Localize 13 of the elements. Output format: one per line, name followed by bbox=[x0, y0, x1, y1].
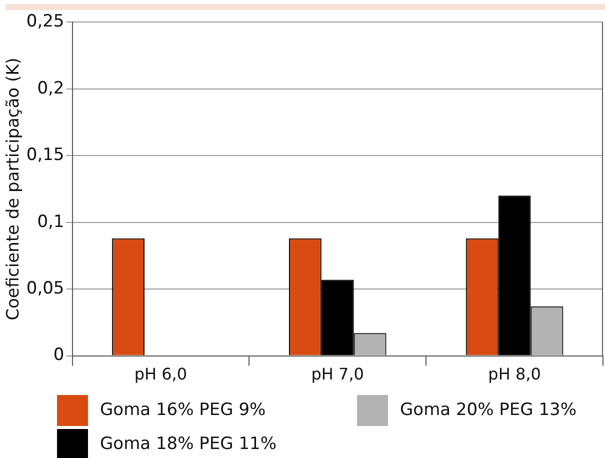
y-tick-label: 0,15 bbox=[26, 145, 64, 166]
y-axis-title: Coeficiente de participação (K) bbox=[4, 58, 24, 320]
legend-label: Goma 20% PEG 13% bbox=[400, 400, 576, 420]
y-tick-label: 0,1 bbox=[37, 212, 64, 232]
y-tick-label: 0,2 bbox=[37, 78, 64, 98]
y-tick-label: 0,05 bbox=[26, 278, 64, 298]
x-tick-label: pH 8,0 bbox=[488, 364, 541, 384]
legend-label: Goma 18% PEG 11% bbox=[100, 434, 276, 454]
y-tick-label: 0,25 bbox=[26, 12, 64, 32]
legend-label: Goma 16% PEG 9% bbox=[100, 400, 266, 420]
y-tick-label: 0 bbox=[53, 345, 64, 366]
x-tick-label: pH 7,0 bbox=[311, 364, 364, 384]
x-tick-label: pH 6,0 bbox=[134, 364, 188, 384]
